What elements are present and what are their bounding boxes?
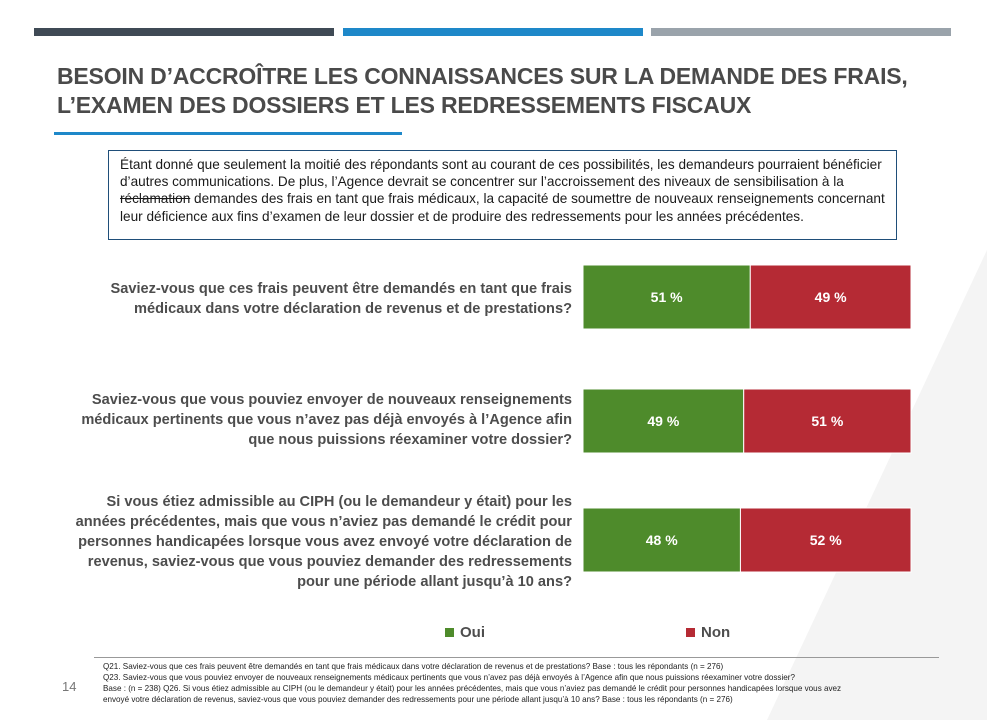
- background-shape: [767, 250, 987, 720]
- header-bar-gray: [651, 28, 951, 36]
- bar-oui-2: [582, 388, 745, 454]
- legend-non: Non: [686, 624, 730, 641]
- header-bar-blue: [343, 28, 643, 36]
- footer-divider: [94, 657, 939, 658]
- legend-label-oui: Oui: [460, 624, 485, 641]
- legend-oui: Oui: [445, 624, 485, 641]
- data-label-oui-3: 48 %: [646, 532, 678, 548]
- footnote-line: Q23. Saviez-vous que vous pouviez envoye…: [103, 673, 795, 682]
- question-label-3: Si vous étiez admissible au CIPH (ou le …: [75, 494, 572, 590]
- footnotes: Q21. Saviez-vous que ces frais peuvent ê…: [103, 661, 943, 705]
- data-label-non-2: 51 %: [811, 413, 843, 429]
- bar-oui-3: [582, 507, 741, 573]
- footnote-line: Q21. Saviez-vous que ces frais peuvent ê…: [103, 662, 724, 671]
- title-underline: [54, 132, 402, 135]
- summary-note-text-start: Étant donné que seulement la moitié des …: [120, 157, 882, 190]
- question-label-1: Saviez-vous que ces frais peuvent être d…: [110, 281, 573, 317]
- data-label-oui-2: 49 %: [647, 413, 679, 429]
- legend-swatch-non: [686, 628, 695, 637]
- summary-note: Étant donné que seulement la moitié des …: [108, 150, 897, 240]
- footnote-line: Base : (n = 238) Q26. Si vous étiez admi…: [103, 684, 842, 693]
- summary-note-struck-word: réclamation: [120, 191, 191, 207]
- data-label-non-1: 49 %: [815, 289, 847, 305]
- header-bar-dark: [34, 28, 334, 36]
- bar-non-1: [749, 264, 912, 330]
- data-label-oui-1: 51 %: [651, 289, 683, 305]
- bar-non-2: [743, 388, 912, 454]
- legend-label-non: Non: [701, 624, 731, 641]
- question-label-2: Saviez-vous que vous pouviez envoyer de …: [81, 392, 572, 448]
- data-label-non-3: 52 %: [810, 532, 842, 548]
- summary-note-text-end: demandes des frais en tant que frais méd…: [120, 191, 885, 224]
- footnote-line: envoyé votre déclaration de revenus, sav…: [103, 695, 733, 704]
- page-title: BESOIN D’ACCROÎTRE LES CONNAISSANCES SUR…: [57, 63, 908, 118]
- legend-swatch-oui: [445, 628, 454, 637]
- page-number: 14: [62, 679, 77, 694]
- bar-oui-1: [582, 264, 751, 330]
